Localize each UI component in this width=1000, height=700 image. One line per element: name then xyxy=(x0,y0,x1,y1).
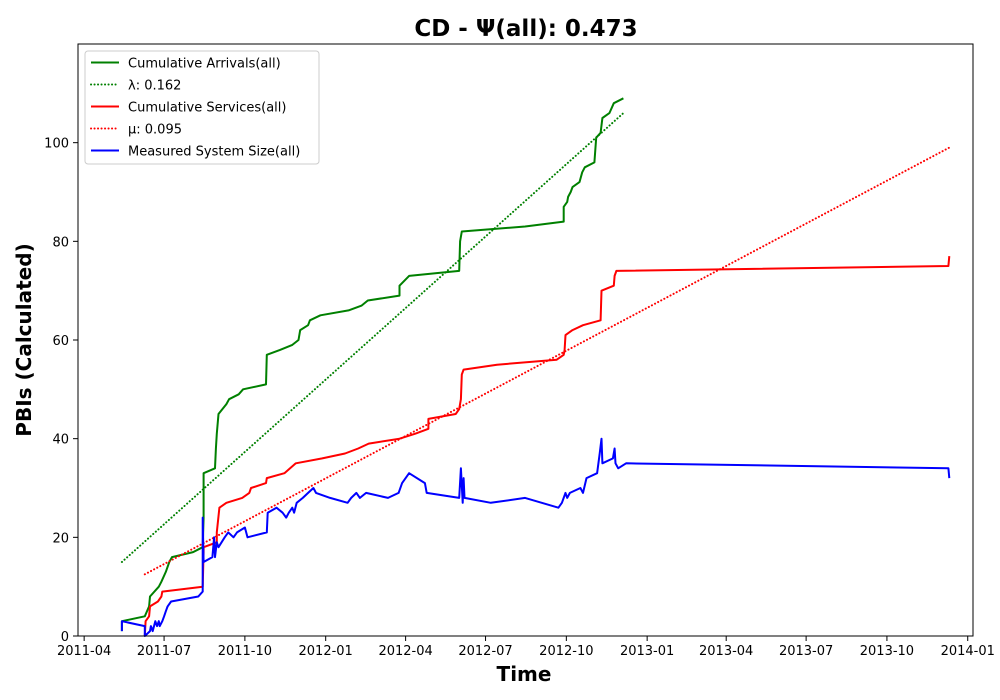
legend-label-2: Cumulative Services(all) xyxy=(128,101,286,116)
x-tick-label-7: 2013-01 xyxy=(620,644,674,659)
x-tick-label-11: 2014-01 xyxy=(941,644,995,659)
plot-frame xyxy=(77,43,974,637)
chart-title: CD - Ψ(all): 0.473 xyxy=(414,16,637,42)
x-tick-label-2: 2011-10 xyxy=(218,644,272,659)
y-tick-label-2: 40 xyxy=(52,433,69,448)
plot-series-group xyxy=(120,97,951,637)
x-tick-label-9: 2013-07 xyxy=(779,644,833,659)
series-line-3 xyxy=(143,146,951,576)
legend-box xyxy=(84,50,320,165)
legend-label-3: μ: 0.095 xyxy=(128,123,182,138)
series-line-4 xyxy=(120,437,951,637)
legend: Cumulative Arrivals(all) λ: 0.162 Cumulati… xyxy=(84,50,320,165)
y-tick-label-0: 0 xyxy=(61,630,69,645)
x-axis-ticks: 2011-04 2011-07 2011-10 2012-01 2012-04 2012-… xyxy=(57,636,995,659)
y-tick-label-5: 100 xyxy=(44,137,69,152)
x-tick-label-5: 2012-07 xyxy=(458,644,512,659)
x-tick-label-3: 2012-01 xyxy=(299,644,353,659)
legend-label-4: Measured System Size(all) xyxy=(128,145,300,160)
legend-label-0: Cumulative Arrivals(all) xyxy=(128,57,281,72)
y-axis-label: PBIs (Calculated) xyxy=(12,243,36,436)
x-tick-label-10: 2013-10 xyxy=(860,644,914,659)
x-tick-label-8: 2013-04 xyxy=(699,644,753,659)
y-tick-label-3: 60 xyxy=(52,334,69,349)
y-tick-label-4: 80 xyxy=(52,235,69,250)
x-tick-label-4: 2012-04 xyxy=(378,644,432,659)
series-line-1 xyxy=(120,112,625,563)
x-tick-label-1: 2011-07 xyxy=(137,644,191,659)
legend-label-1: λ: 0.162 xyxy=(128,79,181,94)
y-axis-ticks: 0 20 40 60 80 100 xyxy=(44,137,78,645)
x-axis-label: Time xyxy=(497,662,552,686)
x-tick-label-6: 2012-10 xyxy=(539,644,593,659)
y-tick-label-1: 20 xyxy=(52,531,69,546)
x-tick-label-0: 2011-04 xyxy=(57,644,111,659)
